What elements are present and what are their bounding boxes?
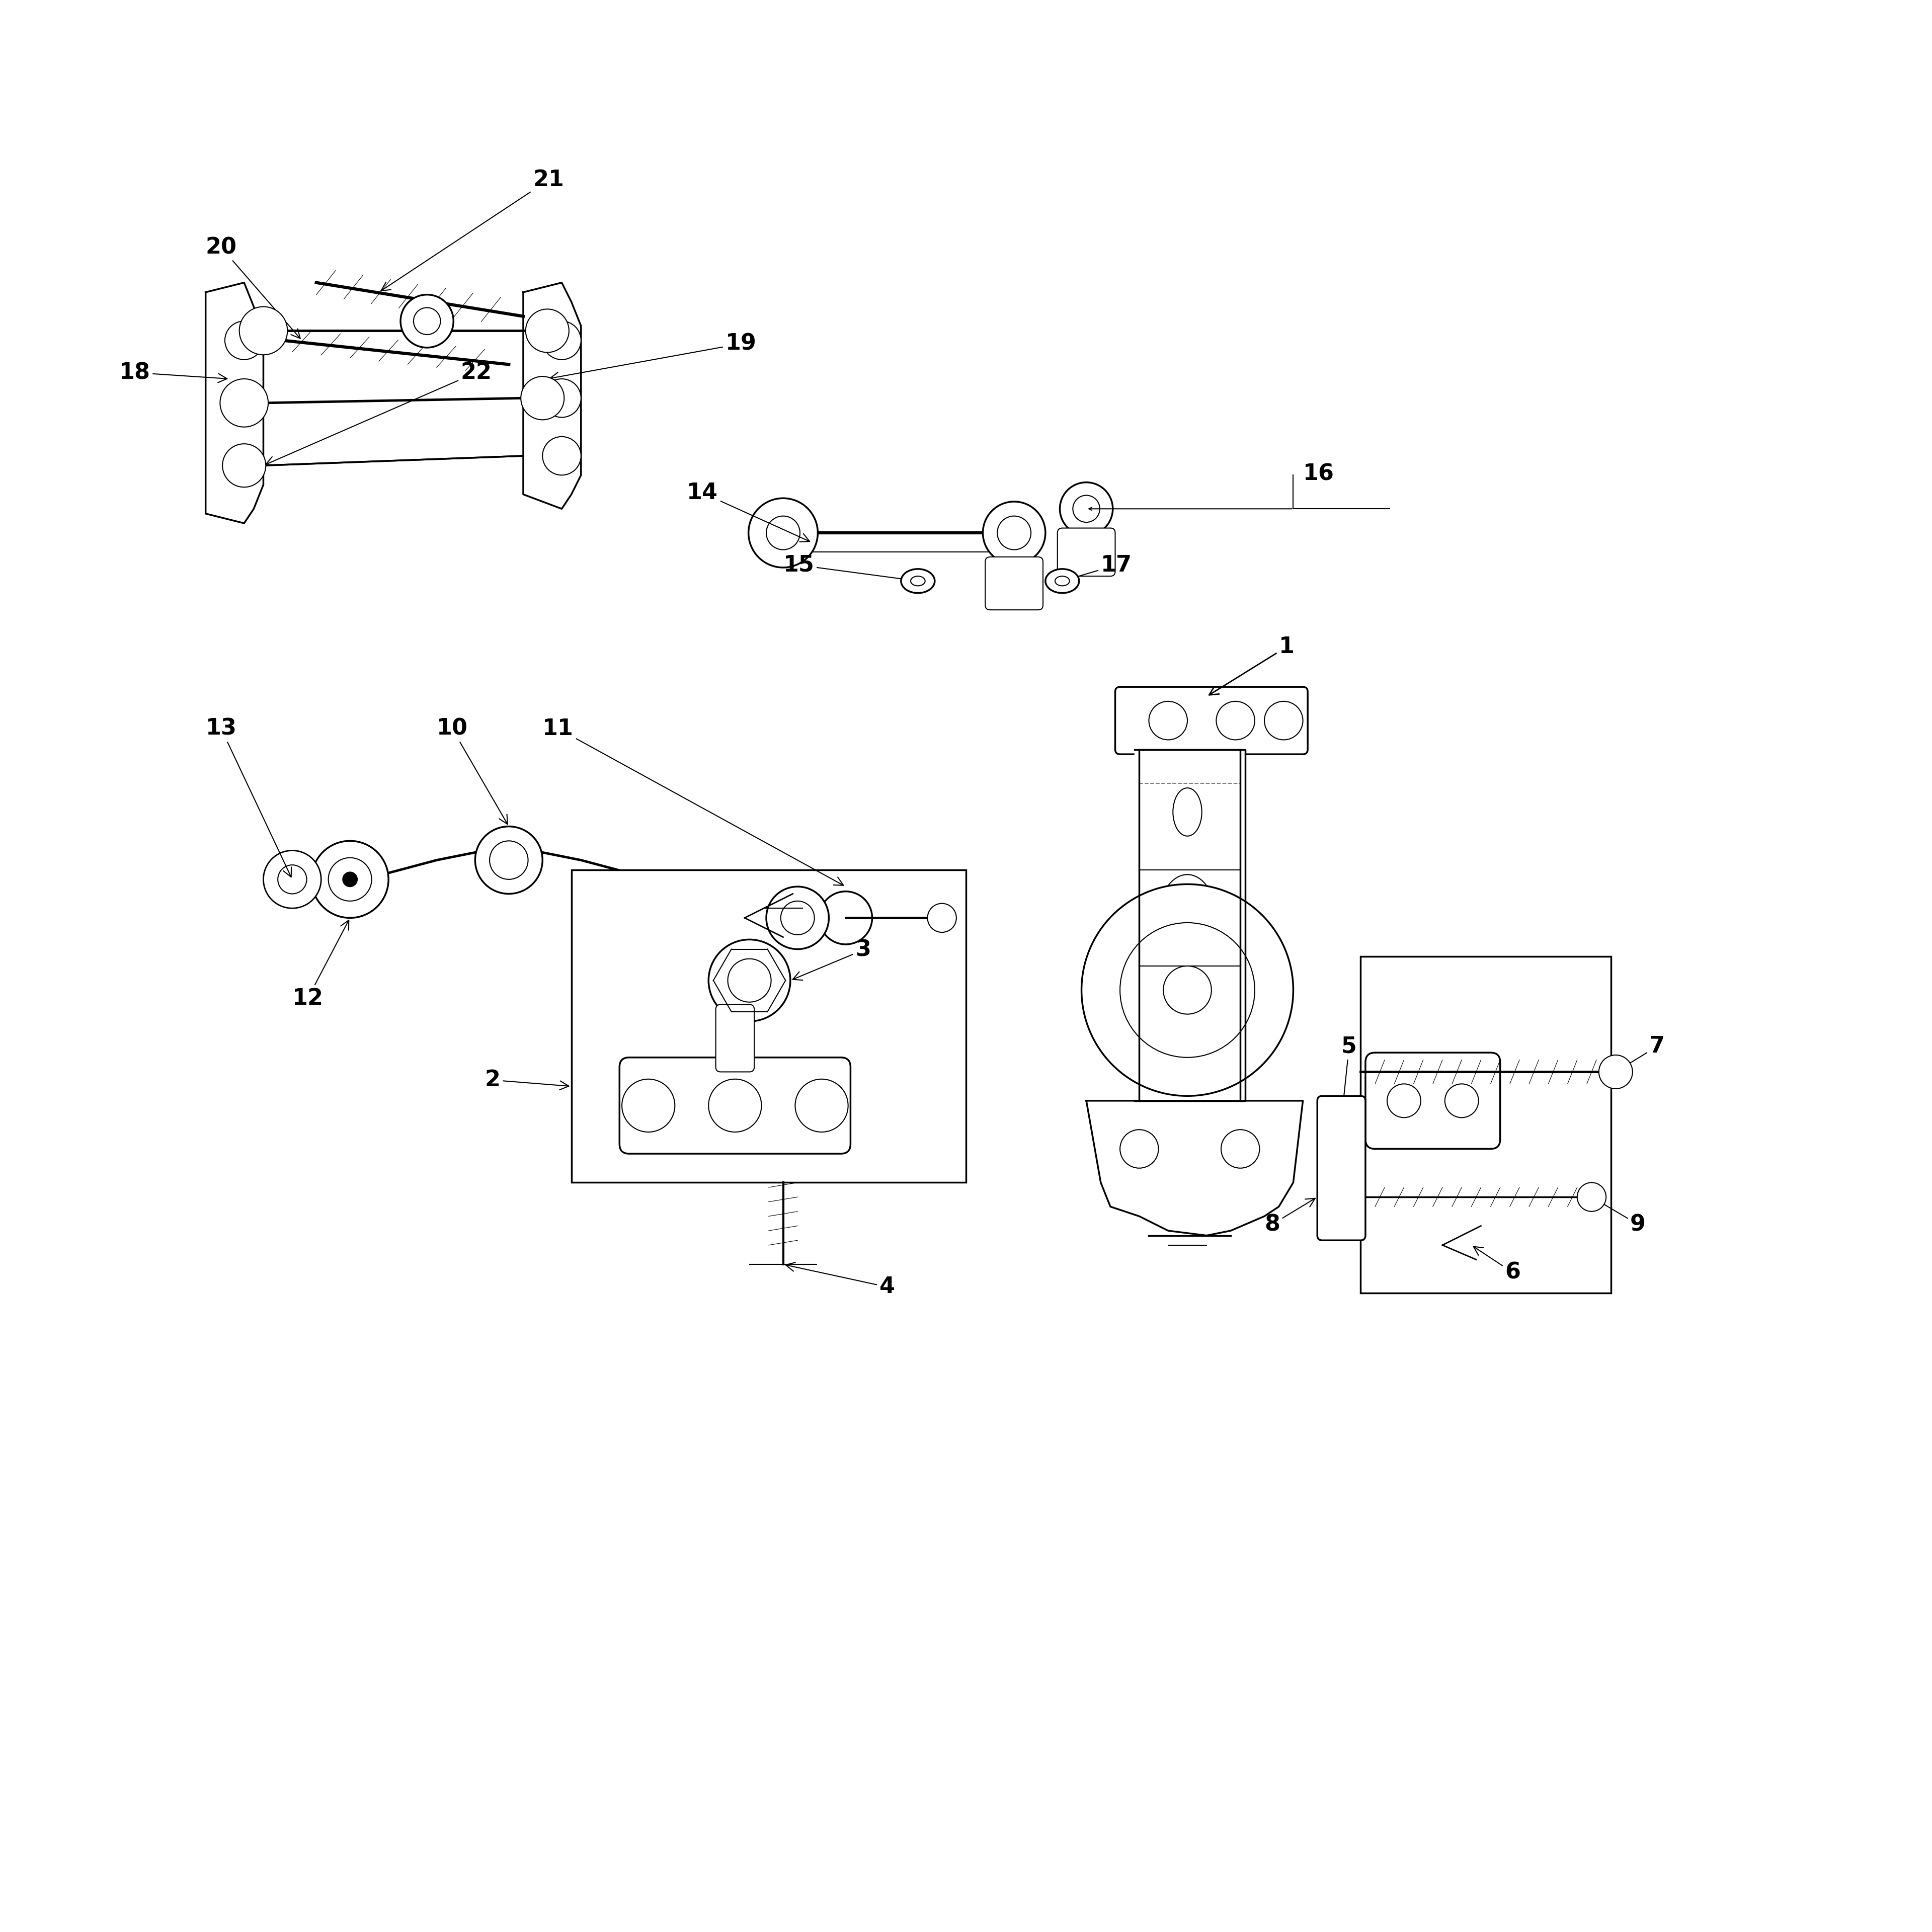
- Circle shape: [767, 887, 829, 949]
- Polygon shape: [1134, 750, 1244, 1101]
- Text: 13: 13: [205, 719, 292, 877]
- Circle shape: [1150, 701, 1188, 740]
- Circle shape: [1163, 966, 1211, 1014]
- Circle shape: [543, 321, 582, 359]
- Circle shape: [728, 958, 771, 1003]
- Text: 14: 14: [688, 483, 810, 541]
- Ellipse shape: [1045, 568, 1080, 593]
- Polygon shape: [205, 282, 263, 524]
- Circle shape: [224, 446, 263, 485]
- Circle shape: [543, 379, 582, 417]
- Circle shape: [748, 498, 817, 568]
- Circle shape: [263, 850, 321, 908]
- Circle shape: [997, 516, 1032, 551]
- Circle shape: [709, 1080, 761, 1132]
- Text: 19: 19: [551, 332, 757, 381]
- Circle shape: [767, 516, 800, 551]
- Text: 6: 6: [1474, 1246, 1520, 1283]
- Text: 4: 4: [786, 1262, 895, 1298]
- Text: 3: 3: [792, 939, 871, 980]
- Circle shape: [224, 321, 263, 359]
- Circle shape: [781, 900, 815, 935]
- Text: 2: 2: [485, 1068, 568, 1092]
- Circle shape: [1387, 1084, 1420, 1117]
- Polygon shape: [524, 282, 582, 508]
- Circle shape: [240, 307, 288, 355]
- Text: 18: 18: [120, 361, 228, 383]
- Circle shape: [1217, 701, 1254, 740]
- Circle shape: [278, 866, 307, 895]
- FancyBboxPatch shape: [715, 1005, 753, 1072]
- Circle shape: [1445, 1084, 1478, 1117]
- Polygon shape: [1086, 1101, 1302, 1235]
- Text: 12: 12: [292, 920, 350, 1009]
- Circle shape: [1577, 1182, 1605, 1211]
- FancyBboxPatch shape: [985, 556, 1043, 611]
- Circle shape: [927, 904, 956, 933]
- Circle shape: [413, 307, 440, 334]
- Text: 22: 22: [267, 361, 493, 466]
- FancyBboxPatch shape: [620, 1057, 850, 1153]
- Circle shape: [709, 939, 790, 1022]
- Bar: [1360, 956, 1611, 1293]
- Circle shape: [311, 840, 388, 918]
- Ellipse shape: [1173, 788, 1202, 837]
- Text: 5: 5: [1339, 1036, 1356, 1117]
- Circle shape: [819, 891, 871, 945]
- Text: 21: 21: [381, 170, 564, 292]
- Circle shape: [489, 840, 527, 879]
- Text: 11: 11: [543, 719, 844, 885]
- FancyBboxPatch shape: [1057, 527, 1115, 576]
- Ellipse shape: [1055, 576, 1070, 585]
- FancyBboxPatch shape: [1366, 1053, 1499, 1150]
- Circle shape: [220, 379, 269, 427]
- Text: 15: 15: [782, 554, 916, 583]
- Circle shape: [400, 296, 454, 348]
- Circle shape: [224, 384, 263, 423]
- Text: 8: 8: [1264, 1198, 1316, 1235]
- Circle shape: [1221, 1130, 1260, 1169]
- FancyBboxPatch shape: [1318, 1095, 1366, 1240]
- Text: 16: 16: [1302, 464, 1335, 485]
- Circle shape: [1264, 701, 1302, 740]
- Text: 7: 7: [1617, 1036, 1665, 1070]
- Circle shape: [342, 871, 357, 887]
- Text: 9: 9: [1594, 1198, 1646, 1235]
- Circle shape: [1121, 923, 1254, 1057]
- Ellipse shape: [1159, 875, 1217, 962]
- Text: 1: 1: [1209, 636, 1294, 696]
- Circle shape: [475, 827, 543, 895]
- Text: 10: 10: [437, 719, 508, 825]
- Bar: [572, 869, 966, 1182]
- Circle shape: [1072, 495, 1099, 522]
- Circle shape: [1600, 1055, 1633, 1090]
- Circle shape: [328, 858, 371, 900]
- Circle shape: [796, 1080, 848, 1132]
- Ellipse shape: [900, 568, 935, 593]
- Circle shape: [1082, 885, 1293, 1095]
- Text: 17: 17: [1065, 554, 1132, 582]
- Circle shape: [222, 444, 267, 487]
- Circle shape: [1061, 483, 1113, 535]
- Text: 20: 20: [205, 236, 299, 338]
- Circle shape: [526, 309, 568, 352]
- Circle shape: [522, 377, 564, 419]
- Circle shape: [543, 437, 582, 475]
- Circle shape: [983, 502, 1045, 564]
- FancyBboxPatch shape: [1115, 688, 1308, 753]
- Circle shape: [622, 1080, 674, 1132]
- Circle shape: [1121, 1130, 1159, 1169]
- Ellipse shape: [910, 576, 925, 585]
